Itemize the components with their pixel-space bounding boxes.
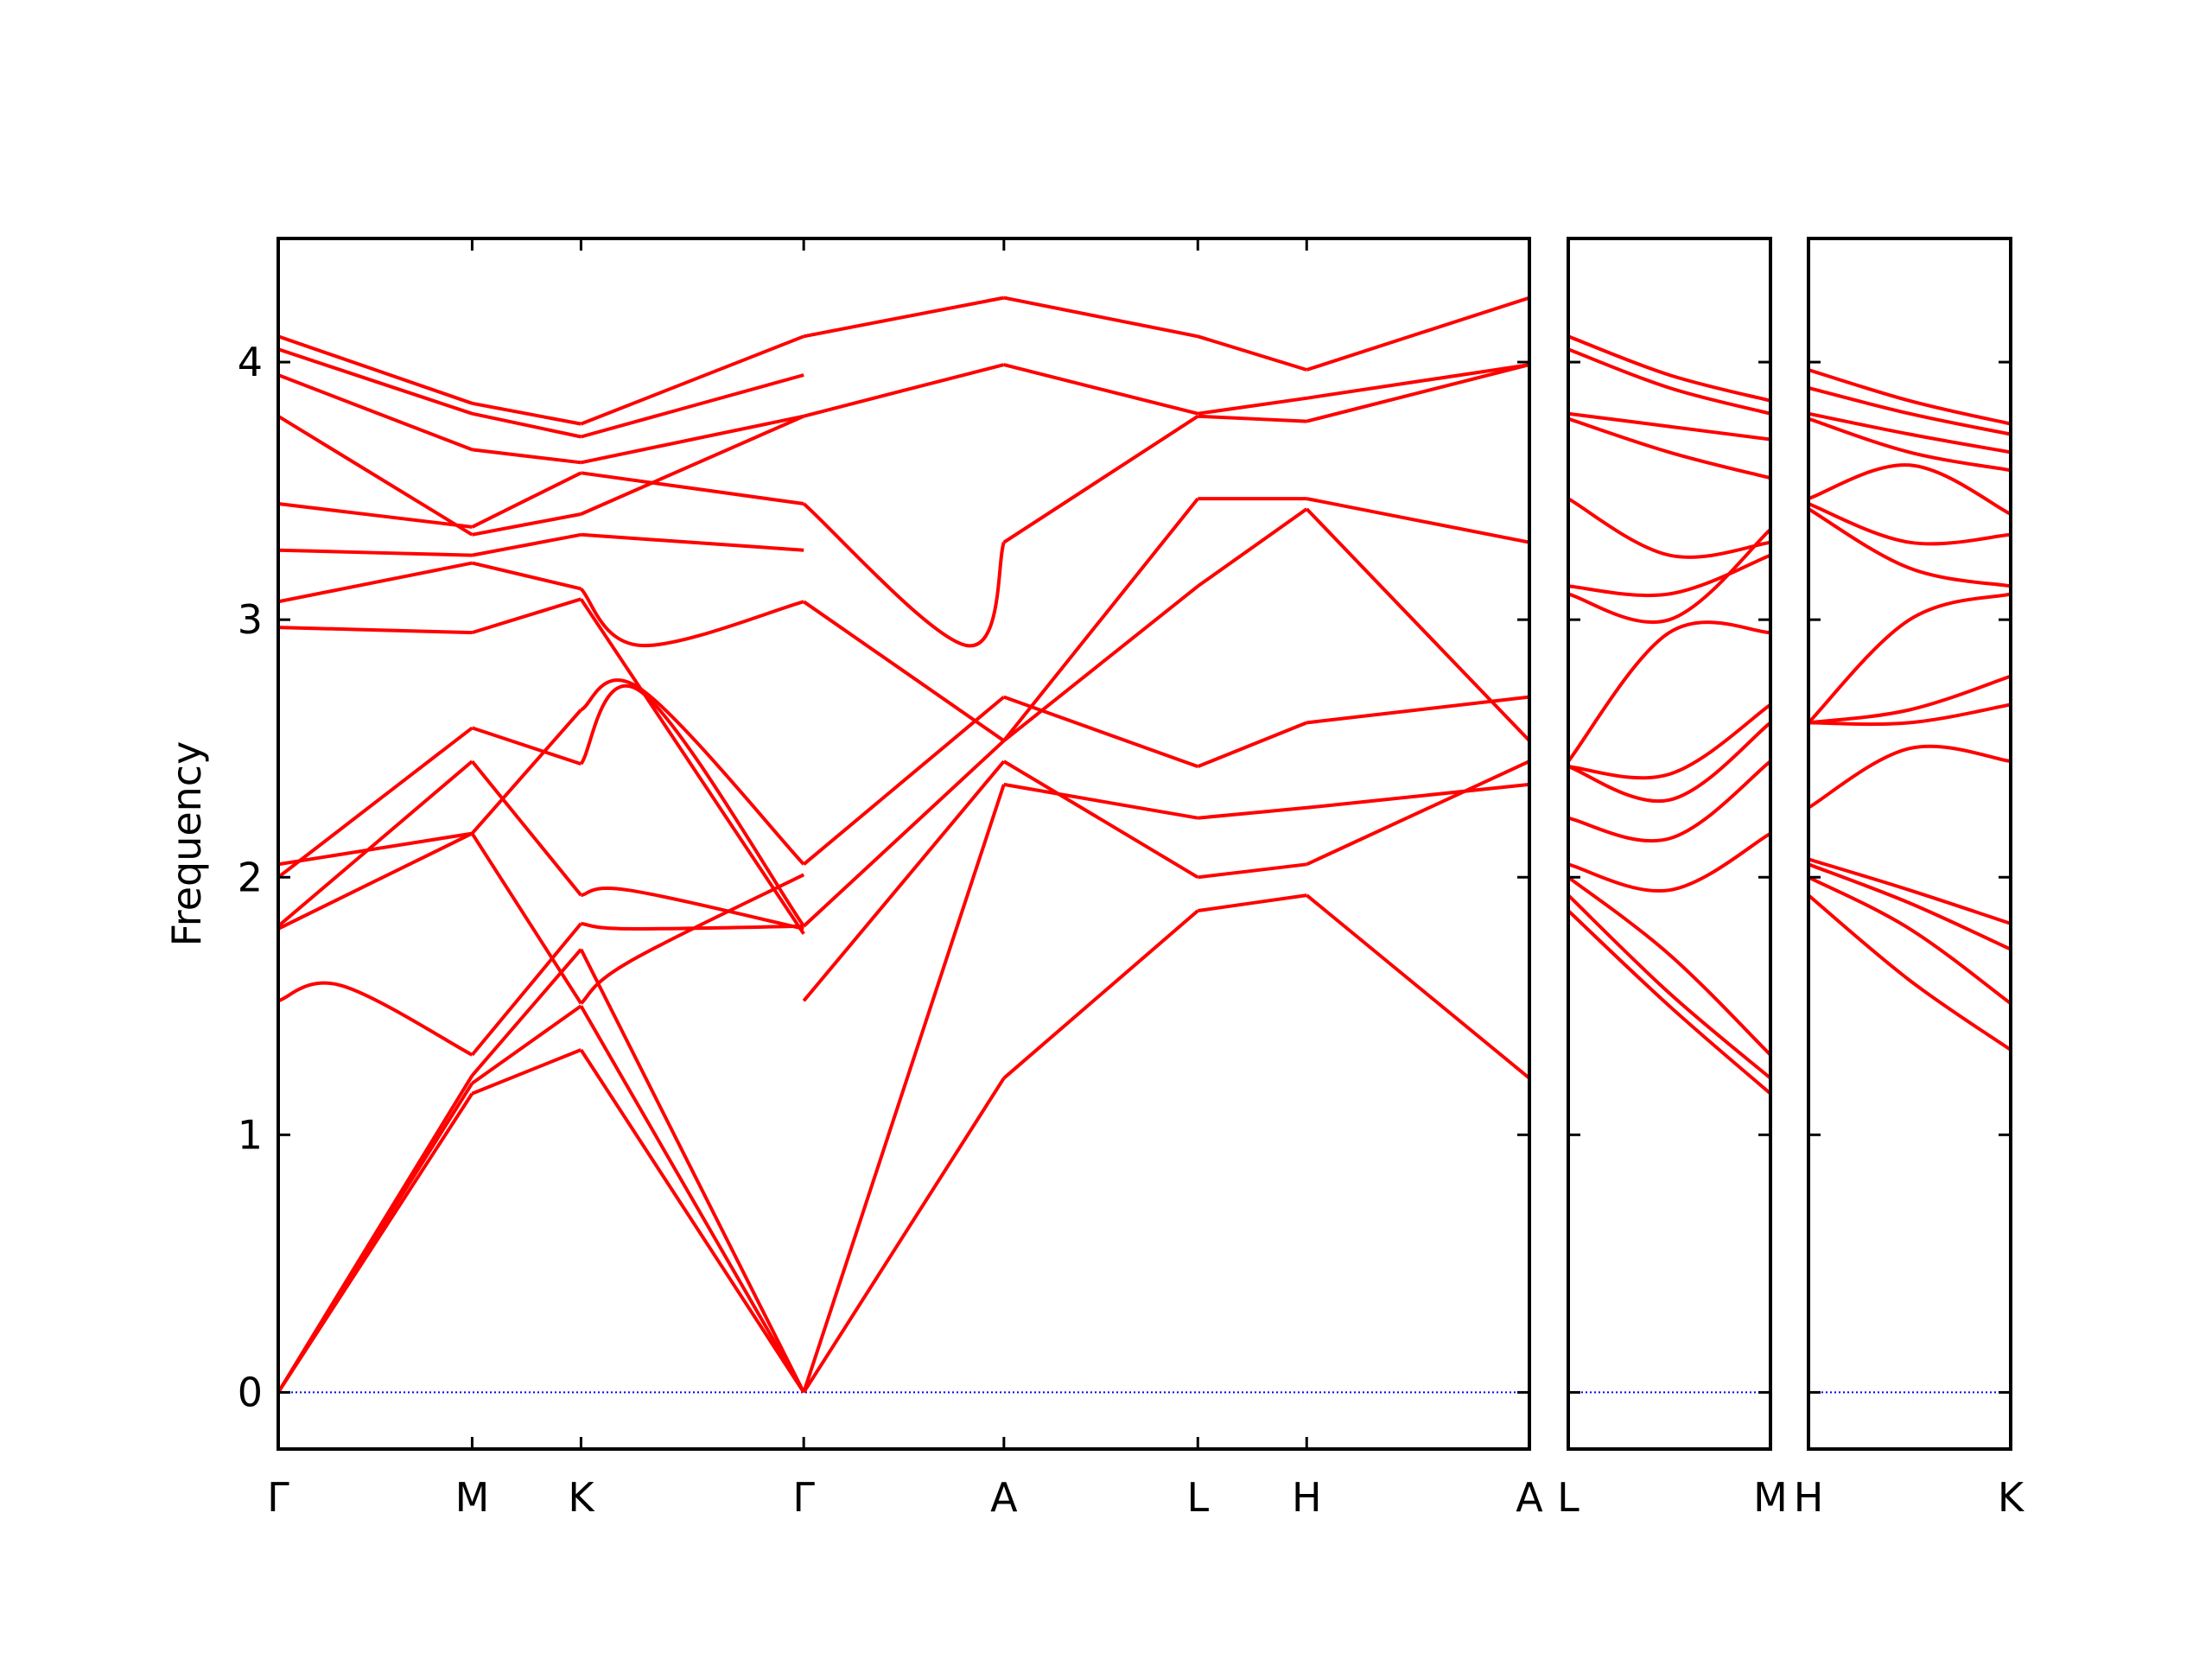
band-line-11 (1808, 416, 2011, 473)
band-line-3 (1568, 831, 1770, 893)
band-line-1 (1808, 875, 2011, 1005)
band-line-8 (278, 597, 805, 935)
band-line-12 (1568, 411, 1770, 442)
band-line-9 (1568, 553, 1770, 598)
band-line-5 (1568, 721, 1770, 804)
band-line-1 (1568, 893, 1770, 1080)
x-tick-label: K (1998, 1474, 2025, 1521)
band-line-17 (802, 782, 1529, 1394)
band-line-13 (1808, 385, 2011, 436)
band-line-2 (1568, 875, 1770, 1057)
band-line-7 (1808, 592, 2011, 724)
band-line-7 (278, 678, 805, 867)
panel-frame (1807, 237, 2012, 1451)
x-tick-label: M (455, 1474, 490, 1521)
band-line-1 (278, 1004, 805, 1394)
bands (1808, 368, 2011, 1052)
band-line-0 (1808, 893, 2011, 1052)
band-line-14 (1568, 334, 1770, 403)
band-line-12 (278, 414, 805, 537)
x-tick-label: H (1794, 1474, 1824, 1521)
band-line-18 (802, 760, 1529, 1002)
band-line-23 (803, 363, 1529, 418)
band-line-10 (1808, 463, 2011, 516)
band-line-16 (802, 893, 1529, 1394)
band-line-7 (1568, 620, 1770, 763)
band-line-9 (1808, 502, 2011, 546)
band-line-21 (803, 497, 1529, 742)
band-line-20 (802, 695, 1529, 866)
y-tick-label: 4 (238, 339, 263, 385)
x-tick-label: A (1516, 1474, 1543, 1521)
x-tick-label: Γ (267, 1474, 289, 1521)
band-line-14 (1808, 368, 2011, 426)
band-line-0 (1568, 909, 1770, 1096)
band-line-3 (1808, 857, 2011, 925)
y-axis-label: Frequency (163, 741, 210, 947)
x-tick-label: A (990, 1474, 1018, 1521)
x-tick-label: H (1292, 1474, 1322, 1521)
band-line-24 (803, 296, 1529, 372)
band-line-8 (1808, 507, 2011, 588)
band-line-11 (278, 471, 804, 529)
band-line-4 (1808, 744, 2011, 810)
band-line-19 (802, 507, 1529, 928)
y-tick-label: 0 (238, 1369, 263, 1415)
x-tick-label: K (568, 1474, 595, 1521)
band-line-12 (1808, 411, 2011, 454)
bands (1568, 334, 1770, 1096)
band-line-4 (1568, 760, 1770, 843)
band-line-6 (1568, 702, 1770, 780)
band-line-2 (1808, 862, 2011, 951)
x-tick-label: L (1186, 1474, 1209, 1521)
band-line-5 (1808, 702, 2011, 727)
band-line-5 (278, 760, 804, 931)
bands (278, 296, 1529, 1394)
x-tick-label: L (1557, 1474, 1580, 1521)
y-tick-label: 1 (238, 1111, 263, 1158)
x-tick-label: Γ (792, 1474, 815, 1521)
band-line-22 (802, 363, 1529, 648)
band-line-14 (278, 347, 804, 439)
x-tick-label: M (1753, 1474, 1788, 1521)
band-line-13 (1568, 347, 1770, 416)
band-line-8 (1568, 528, 1770, 625)
band-line-3 (278, 921, 804, 1057)
y-tick-label: 3 (238, 596, 263, 643)
band-line-10 (278, 532, 804, 557)
band-line-2 (278, 948, 805, 1394)
band-line-6 (1808, 674, 2011, 725)
band-line-13 (278, 373, 804, 465)
band-line-11 (1568, 416, 1770, 480)
panel-frame (276, 237, 1531, 1451)
band-line-10 (1568, 497, 1770, 559)
band-line-9 (278, 561, 804, 648)
band-line-6 (278, 683, 805, 928)
band-line-4 (278, 831, 805, 1005)
y-tick-label: 2 (238, 854, 263, 900)
band-line-0 (278, 1048, 805, 1394)
band-line-15 (278, 334, 804, 426)
panel-frame (1567, 237, 1772, 1451)
